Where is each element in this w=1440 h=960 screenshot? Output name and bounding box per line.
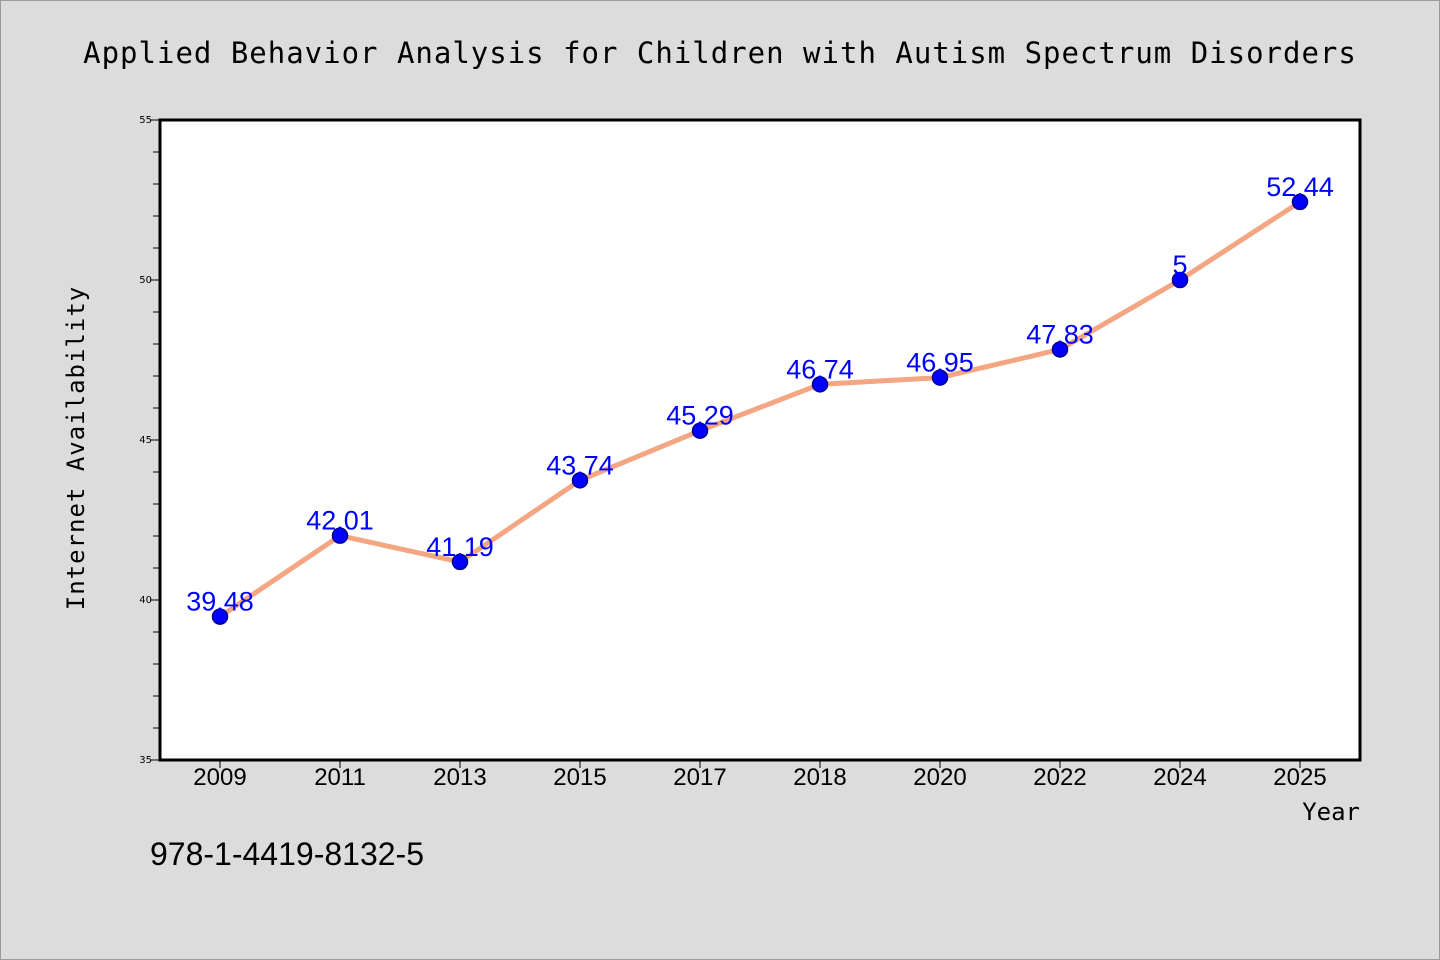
y-tick-label: 55 [139,115,152,126]
chart-title: Applied Behavior Analysis for Children w… [83,36,1357,70]
series-line [217,199,1303,620]
y-tick-label: 40 [139,595,152,606]
x-tick-label: 2022 [1033,764,1086,791]
data-label: 46.95 [906,348,974,378]
data-point [451,553,469,571]
data-point [211,608,229,625]
data-label: 5 [1172,250,1187,280]
x-tick-label: 2020 [913,764,966,791]
data-label: 43.74 [546,450,614,480]
data-point [571,472,589,489]
x-tick-label: 2025 [1273,764,1326,791]
data-point [331,527,349,544]
data-label: 41.19 [426,532,494,562]
y-axis: 35 40 45 50 55 [139,115,160,766]
data-label: 39.48 [186,587,254,617]
x-tick-label: 2017 [673,764,726,791]
x-axis: 2009 2011 2013 2015 2017 2018 2020 2022 2024 2025 [193,760,1327,791]
data-point [811,376,829,393]
y-axis-label: Internet Availability [62,286,90,610]
data-label: 52.44 [1266,172,1334,202]
x-tick-label: 2024 [1153,764,1206,791]
plot-area [158,118,1362,762]
series-internet-availability: 39.48 42.01 41.19 43.74 45.29 46.74 46.95 47.83… [186,172,1334,625]
data-label: 46.74 [786,354,854,384]
data-point [1291,193,1309,211]
isbn-text: 978-1-4419-8132-5 [150,836,424,872]
data-label: 42.01 [306,506,374,536]
x-axis-label: Year [1302,798,1360,826]
data-point [1171,271,1189,289]
data-point [931,369,949,386]
y-tick-label: 35 [139,755,152,766]
x-tick-label: 2011 [314,764,366,791]
data-label: 45.29 [666,401,734,431]
y-tick-label: 50 [139,275,152,286]
x-tick-label: 2009 [193,764,246,791]
x-tick-label: 2015 [553,764,606,791]
data-point [691,422,709,439]
y-tick-label: 45 [139,435,152,446]
data-label: 47.83 [1026,319,1094,349]
data-point [1051,341,1069,358]
x-tick-label: 2013 [433,764,486,791]
x-tick-label: 2018 [793,764,846,791]
